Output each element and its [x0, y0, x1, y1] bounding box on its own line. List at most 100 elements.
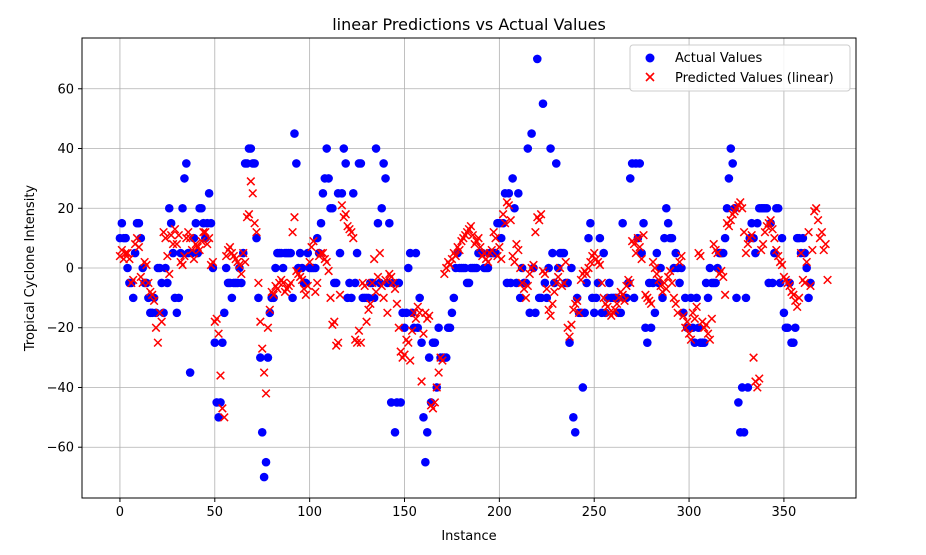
- predicted-point: [667, 278, 677, 288]
- predicted-point: [142, 260, 151, 270]
- predicted-point: [182, 233, 191, 243]
- predicted-point-stroke: [561, 257, 571, 267]
- predicted-point: [322, 257, 332, 267]
- actual-point: [477, 248, 487, 258]
- predicted-point-stroke: [424, 311, 434, 321]
- predicted-point: [204, 233, 214, 243]
- predicted-point: [771, 245, 781, 255]
- predicted-point-stroke: [419, 329, 428, 339]
- actual-point: [629, 293, 639, 303]
- predicted-point: [747, 230, 756, 240]
- predicted-point-stroke: [495, 242, 504, 252]
- predicted-point-stroke: [430, 398, 440, 407]
- predicted-point-stroke: [288, 227, 297, 237]
- actual-point: [214, 413, 223, 422]
- predicted-point-stroke: [354, 326, 364, 336]
- predicted-point: [696, 251, 705, 261]
- predicted-point: [208, 257, 218, 267]
- actual-point: [779, 308, 789, 318]
- predicted-point-stroke: [644, 296, 654, 306]
- x-tick-label: 250: [582, 505, 607, 520]
- predicted-point: [157, 317, 167, 327]
- predicted-point-stroke: [663, 272, 673, 282]
- predicted-point-stroke: [136, 272, 146, 282]
- predicted-point-stroke: [690, 314, 700, 324]
- predicted-point-stroke: [743, 239, 753, 249]
- predicted-point: [811, 203, 821, 213]
- predicted-point: [430, 398, 440, 407]
- predicted-point: [394, 323, 404, 333]
- legend-label-actual: Actual Values: [675, 51, 763, 66]
- actual-point: [206, 218, 216, 228]
- x-tick-label: 350: [771, 505, 796, 520]
- actual-point: [373, 218, 383, 228]
- predicted-point-stroke: [263, 323, 273, 333]
- predicted-point-stroke: [559, 278, 569, 288]
- predicted-point-stroke: [569, 305, 578, 315]
- predicted-point-stroke: [231, 254, 240, 264]
- predicted-point-stroke: [307, 242, 316, 252]
- predicted-point-stroke: [413, 302, 423, 312]
- predicted-point-stroke: [595, 260, 605, 270]
- predicted-point-stroke: [673, 308, 683, 318]
- predicted-point-stroke: [246, 177, 256, 186]
- actual-point: [643, 338, 652, 347]
- actual-point: [718, 248, 728, 258]
- predicted-point-stroke: [347, 227, 356, 237]
- predicted-point-stroke: [350, 335, 360, 345]
- actual-point: [515, 293, 525, 303]
- predicted-point: [529, 260, 538, 270]
- actual-point: [430, 338, 440, 347]
- predicted-point-stroke: [504, 200, 514, 210]
- actual-point: [337, 189, 347, 198]
- predicted-point: [726, 215, 736, 225]
- actual-point: [508, 174, 517, 183]
- predicted-point: [288, 227, 297, 237]
- actual-point: [246, 144, 256, 153]
- predicted-point: [366, 299, 375, 309]
- predicted-point: [178, 260, 187, 270]
- predicted-point: [618, 290, 627, 300]
- predicted-point-stroke: [756, 245, 766, 255]
- actual-point: [514, 189, 523, 198]
- predicted-point-stroke: [189, 254, 199, 264]
- predicted-point-stroke: [303, 281, 313, 291]
- predicted-point-stroke: [229, 251, 239, 261]
- predicted-point-stroke: [182, 233, 191, 243]
- actual-point: [166, 218, 176, 228]
- predicted-point: [737, 203, 747, 213]
- predicted-point-stroke: [240, 257, 250, 267]
- predicted-point-stroke: [333, 338, 343, 348]
- predicted-point: [735, 197, 745, 207]
- predicted-point-stroke: [318, 248, 328, 258]
- predicted-point: [595, 260, 605, 270]
- ticks-layer: 0 50 100 150 200 250 300 350 −60 −40 −20 0 20 40 60: [47, 82, 797, 520]
- predicted-point-stroke: [627, 236, 637, 246]
- predicted-point: [500, 218, 510, 228]
- predicted-point: [424, 311, 434, 321]
- predicted-point-stroke: [276, 275, 286, 285]
- predicted-point-stroke: [542, 284, 552, 294]
- predicted-point-stroke: [794, 293, 804, 303]
- predicted-point-stroke: [777, 260, 787, 270]
- actual-point: [424, 353, 434, 362]
- predicted-point-stroke: [163, 251, 172, 261]
- predicted-point-stroke: [792, 302, 802, 312]
- predicted-point-stroke: [180, 251, 189, 261]
- predicted-point-stroke: [498, 209, 508, 219]
- actual-point: [250, 159, 259, 168]
- predicted-point: [309, 236, 318, 246]
- predicted-point: [633, 233, 643, 243]
- predicted-point-stroke: [789, 290, 798, 300]
- predicted-point: [474, 233, 483, 243]
- actual-point: [589, 308, 599, 318]
- predicted-point: [673, 308, 683, 318]
- actual-point: [134, 218, 144, 228]
- predicted-point-stroke: [612, 299, 622, 309]
- actual-point: [385, 218, 394, 228]
- predicted-point: [648, 257, 658, 267]
- predicted-point-stroke: [487, 245, 497, 255]
- predicted-point-stroke: [523, 281, 533, 291]
- predicted-point-stroke: [550, 287, 559, 297]
- predicted-point-stroke: [121, 248, 130, 258]
